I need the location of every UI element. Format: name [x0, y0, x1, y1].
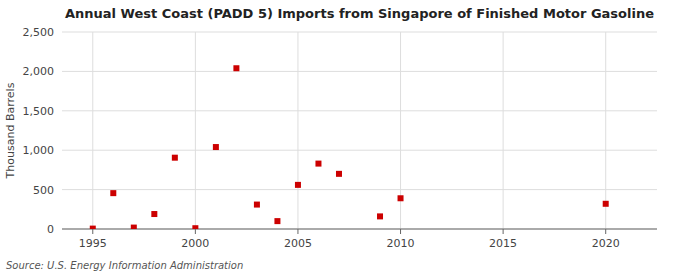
point [315, 161, 321, 167]
title: Annual West Coast (PADD 5) Imports from … [65, 6, 654, 21]
point [377, 213, 383, 219]
point [131, 225, 137, 229]
grid [62, 32, 657, 229]
point [110, 190, 116, 196]
point [603, 201, 609, 207]
y-grid-line [62, 71, 657, 72]
x-tick [605, 229, 606, 234]
point [398, 195, 404, 201]
x-tick [400, 229, 401, 234]
points [90, 65, 609, 229]
point [151, 211, 157, 217]
point [254, 202, 260, 208]
x-grid-line [503, 32, 504, 229]
x-tick-label: 2020 [592, 237, 620, 250]
point [274, 218, 280, 224]
x-tick [503, 229, 504, 234]
annotation: Source: U.S. Energy Information Administ… [6, 260, 243, 271]
point [213, 144, 219, 150]
x-grid-line [92, 32, 93, 229]
x-grid-line [195, 32, 196, 229]
point [172, 155, 178, 161]
point [336, 171, 342, 177]
chart-container: Annual West Coast (PADD 5) Imports from … [0, 0, 675, 275]
x-tick-label: 2005 [284, 237, 312, 250]
y-tick-label: 1,000 [23, 144, 55, 157]
y-tick-label: 2,000 [23, 65, 55, 78]
x-axis-line [62, 229, 657, 230]
point [90, 226, 96, 229]
x-tick [297, 229, 298, 234]
x-tick-label: 2000 [181, 237, 209, 250]
chart: Annual West Coast (PADD 5) Imports from … [0, 0, 675, 275]
y-axis-label: Thousand Barrels [4, 82, 17, 179]
y-grid-line [62, 150, 657, 151]
y-grid-line [62, 229, 657, 230]
y-grid-line [62, 189, 657, 190]
point [233, 65, 239, 71]
x-tick [195, 229, 196, 234]
x-tick [92, 229, 93, 234]
y-tick-label: 1,500 [23, 105, 55, 118]
axes: 0 500 1,000 1,500 2,000 2,500 1995 2000 2005 2010… [23, 26, 658, 250]
x-tick-label: 2015 [489, 237, 517, 250]
x-tick-label: 2010 [387, 237, 415, 250]
y-tick-label: 0 [47, 223, 54, 236]
x-grid-line [297, 32, 298, 229]
y-tick-label: 500 [33, 184, 54, 197]
x-tick-label: 1995 [79, 237, 107, 250]
y-tick-label: 2,500 [23, 26, 55, 39]
point [192, 225, 198, 229]
y-grid-line [62, 32, 657, 33]
point [295, 182, 301, 188]
x-grid-line [605, 32, 606, 229]
y-grid-line [62, 110, 657, 111]
